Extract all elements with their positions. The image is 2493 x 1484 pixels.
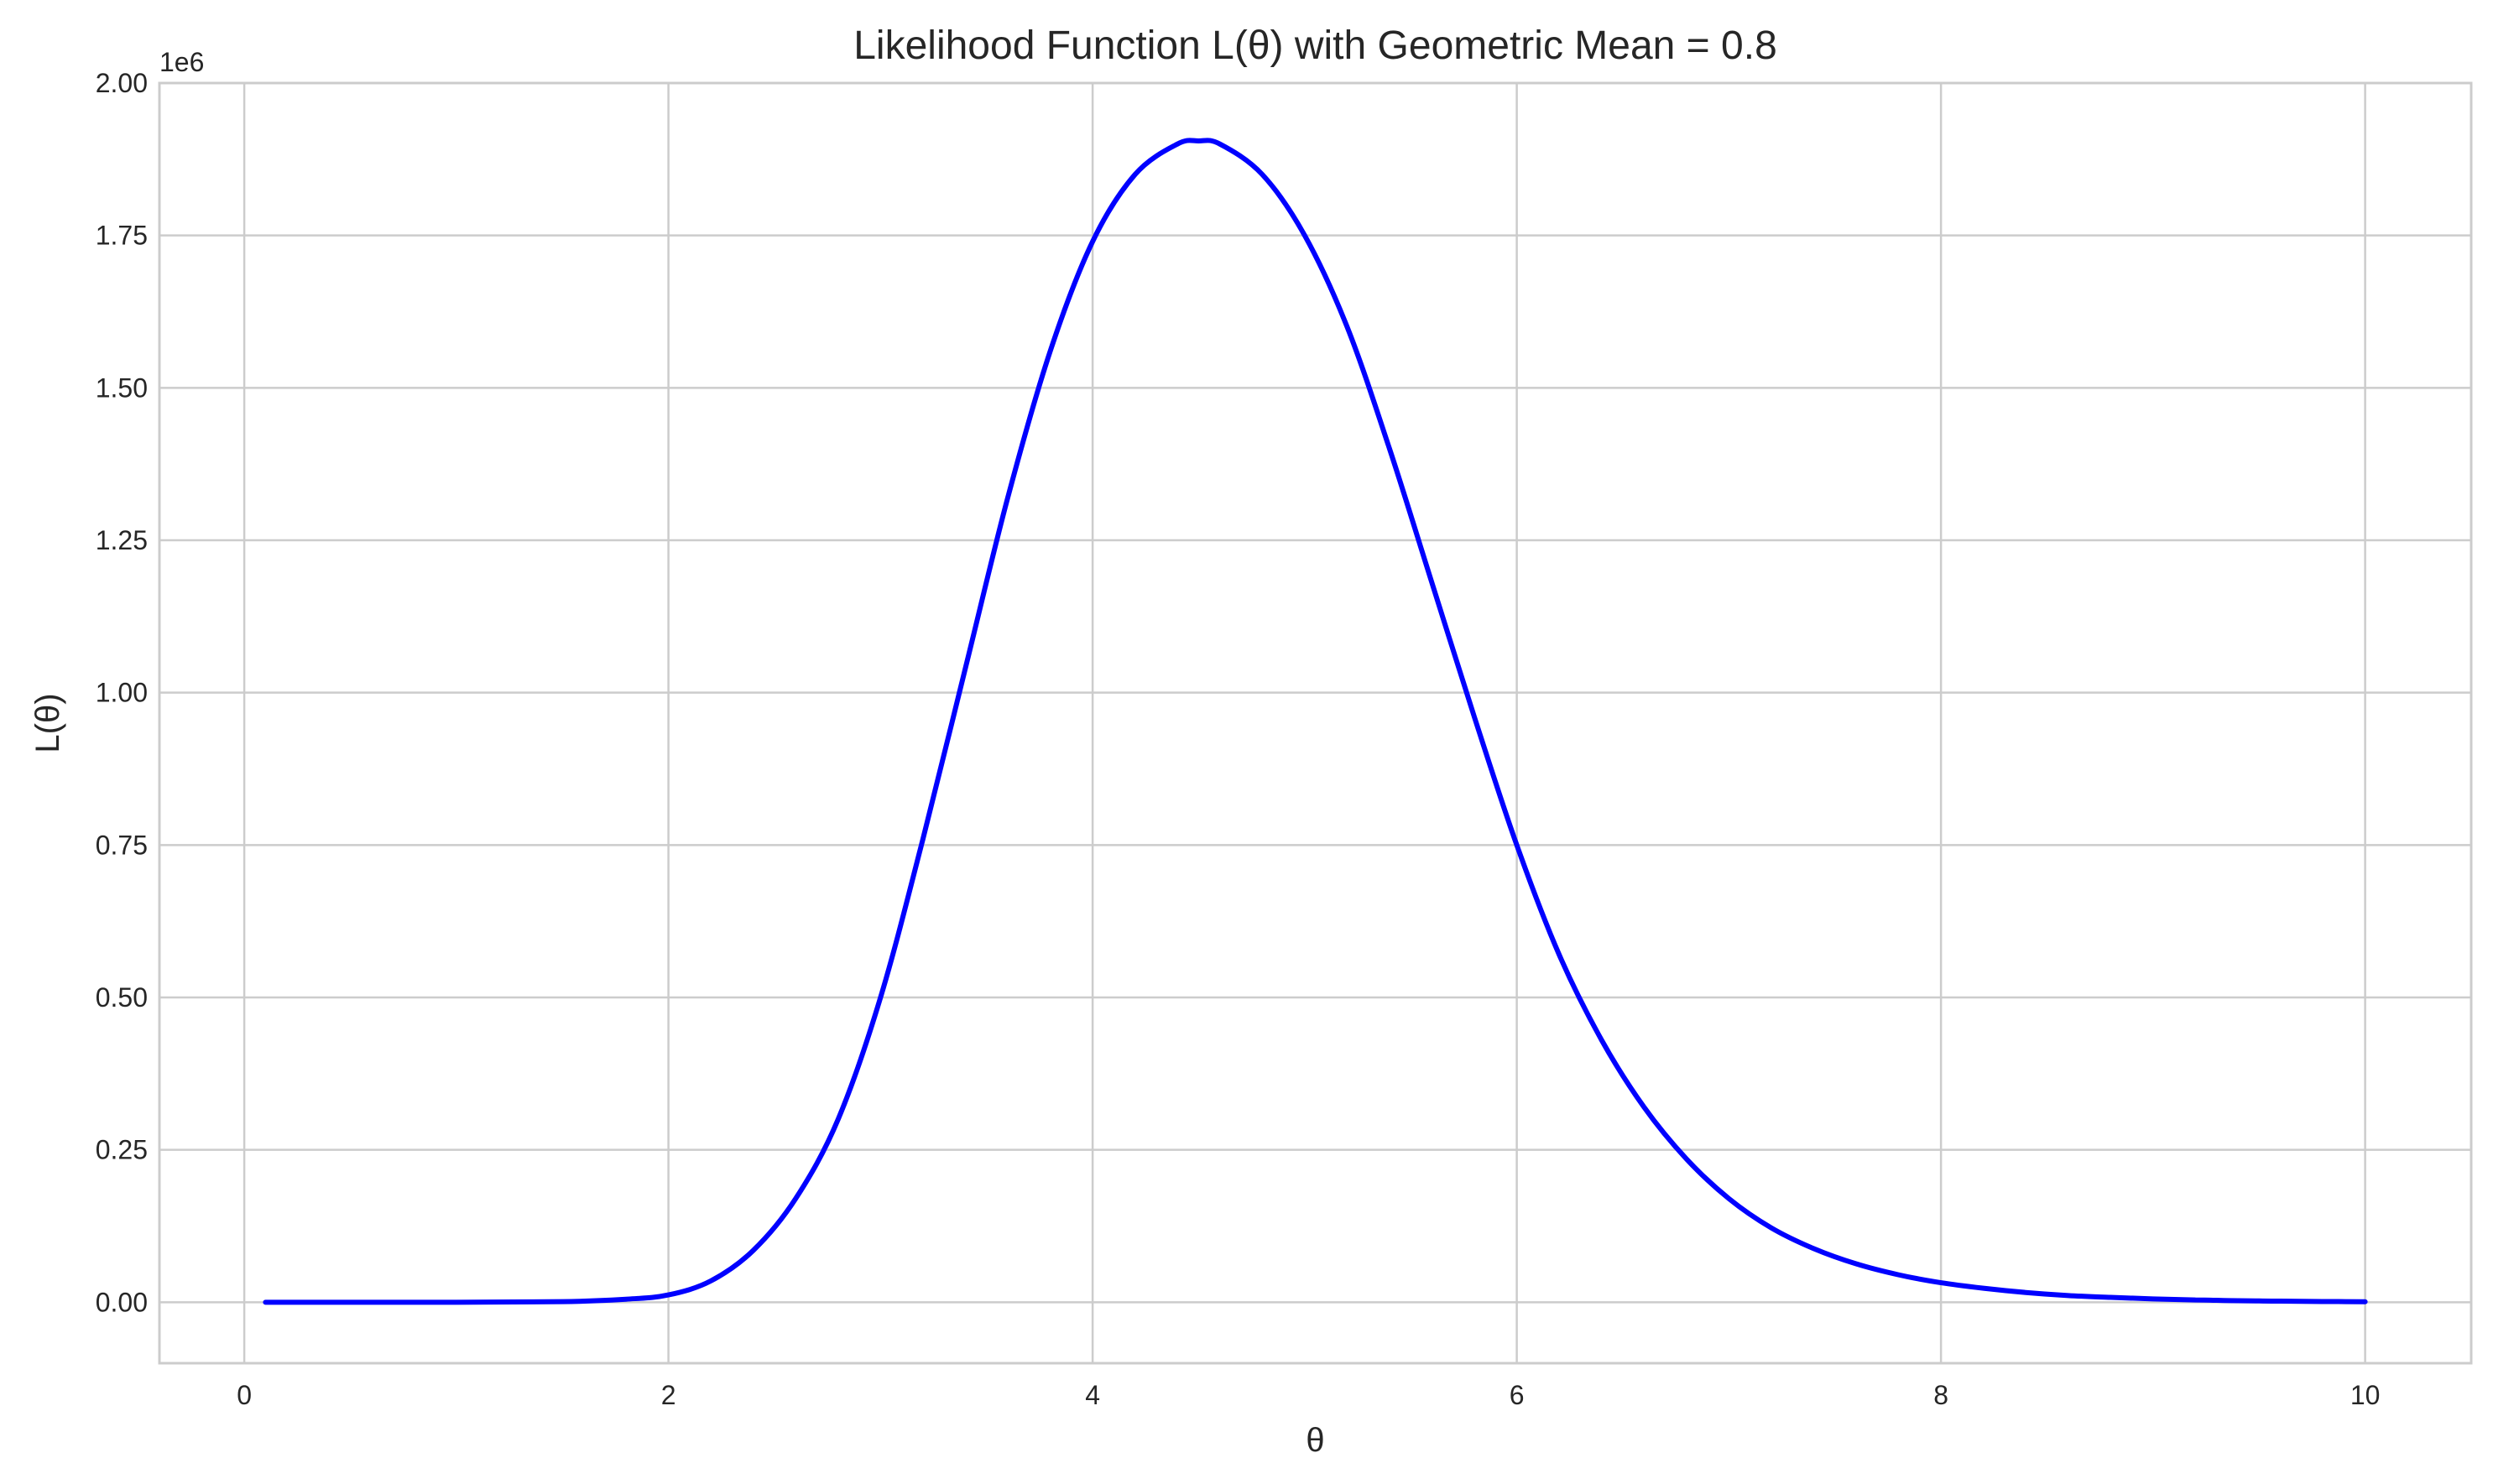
x-tick-label: 8 [1933,1380,1948,1410]
y-axis-label: L(θ) [29,693,66,752]
y-tick-labels: 0.00 0.25 0.50 0.75 1.00 1.25 1.50 1.75 2.00 [96,68,148,1317]
y-offset-label: 1e6 [159,47,204,77]
y-tick-label: 0.50 [96,982,148,1013]
y-tick-label: 0.00 [96,1287,148,1317]
x-tick-labels: 0 2 4 6 8 10 [237,1380,2380,1410]
y-gridlines [159,81,2471,1304]
y-tick-label: 1.00 [96,678,148,708]
y-tick-label: 1.25 [96,525,148,555]
x-axis-label: θ [1306,1422,1324,1459]
x-tick-label: 10 [2350,1380,2381,1410]
x-tick-label: 0 [237,1380,252,1410]
x-tick-label: 4 [1085,1380,1100,1410]
y-tick-label: 0.75 [96,830,148,860]
y-tick-label: 1.75 [96,221,148,251]
series-line [263,138,2368,1305]
y-tick-label: 1.50 [96,372,148,403]
y-tick-label: 0.25 [96,1135,148,1165]
chart-title: Likelihood Function L(θ) with Geometric … [853,23,1777,68]
y-tick-label: 2.00 [96,68,148,98]
series-group [263,138,2368,1305]
x-tick-label: 6 [1510,1380,1525,1410]
plot-area-frame [158,81,2473,1365]
x-tick-label: 2 [661,1380,676,1410]
